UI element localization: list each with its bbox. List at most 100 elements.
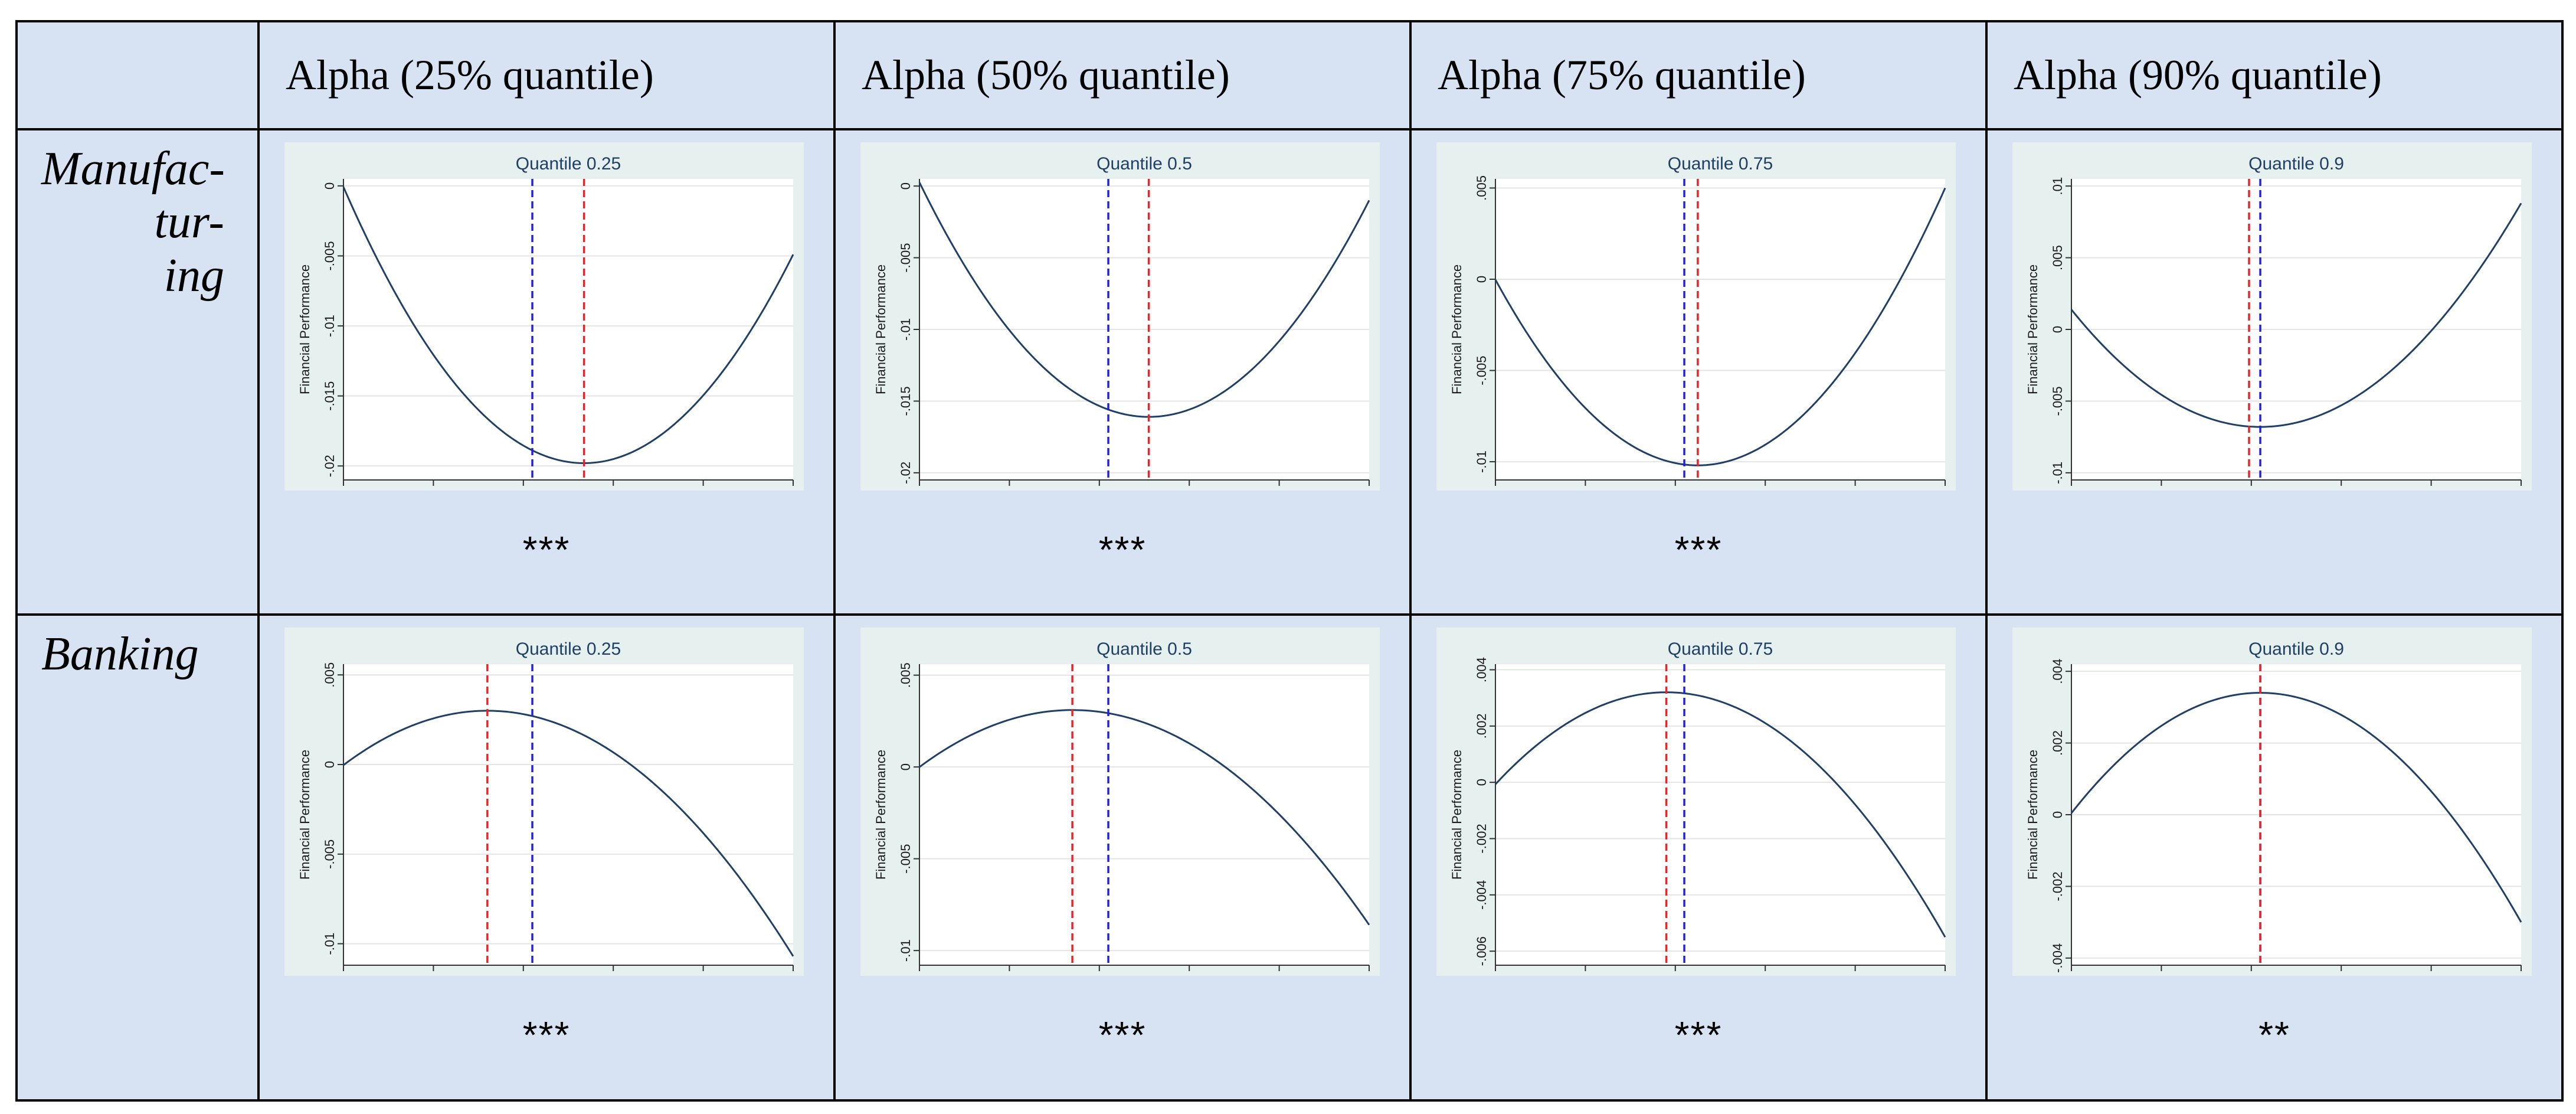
chart-title: Quantile 0.9 [2248, 639, 2344, 659]
fitted-curve [2070, 692, 2522, 923]
y-axis-label: Financial Performance [1449, 750, 1464, 880]
row-label-line: Manufac- [41, 143, 225, 195]
column-header: Alpha (90% quantile) [1985, 20, 2564, 130]
chart-cell: Quantile 0.25 0 -.005 -.01 -.015 -.02 Financia… [257, 128, 836, 616]
chart-title: Quantile 0.75 [1668, 639, 1773, 659]
fitted-curve [918, 182, 1370, 418]
y-tick-label: .005 [1474, 175, 1489, 201]
y-tick-label: .002 [1474, 713, 1489, 739]
row-header-banking: Banking [15, 613, 260, 1102]
y-axis-label: Financial Performance [297, 264, 312, 394]
y-tick-label: -.005 [898, 243, 913, 272]
significance-stars: *** [522, 528, 571, 571]
header-row: Alpha (25% quantile) Alpha (50% quantile… [15, 20, 2564, 130]
y-tick-label: .002 [2050, 730, 2065, 756]
fitted-curve [342, 187, 794, 465]
y-tick-label: .005 [2050, 245, 2065, 270]
fitted-curve [919, 709, 1370, 926]
y-tick-label: -.01 [1474, 450, 1489, 473]
y-axis-label: Financial Performance [2025, 750, 2040, 880]
y-tick-label: -.01 [322, 933, 337, 955]
chart-banking-q1: Quantile 0.5 .005 0 -.005 -.01 Financial Perf… [860, 628, 1380, 976]
plot-area [343, 664, 793, 965]
y-tick-label: 0 [898, 763, 913, 770]
chart-banking-q3: Quantile 0.9 .004 .002 0 -.002 -.004 Financial… [2012, 628, 2532, 976]
row-label-line: Banking [41, 628, 199, 680]
y-tick-label: 0 [2050, 811, 2065, 818]
chart-title: Quantile 0.25 [516, 154, 621, 174]
row-banking: Banking Quantile 0.25 .005 0 -.005 -.01 Finan… [15, 613, 2564, 1102]
y-tick-label: -.02 [898, 462, 913, 484]
y-tick-label: -.01 [898, 318, 913, 341]
significance-stars: *** [1098, 1014, 1147, 1056]
fitted-curve [343, 710, 794, 957]
y-tick-label: -.01 [898, 939, 913, 962]
y-tick-label: -.004 [2050, 943, 2065, 973]
y-tick-label: 0 [898, 182, 913, 190]
column-header: Alpha (75% quantile) [1409, 20, 1988, 130]
y-tick-label: -.002 [2050, 871, 2065, 901]
row-header-manufacturing: Manufac- tur- ing [15, 128, 260, 616]
fitted-curve [1494, 187, 1946, 466]
chart-cell: Quantile 0.5 0 -.005 -.01 -.015 -.02 Financial… [833, 128, 1412, 616]
significance-stars: *** [1674, 1014, 1723, 1056]
y-tick-label: -.006 [1474, 936, 1489, 966]
chart-cell: Quantile 0.9 .01 .005 0 -.005 -.01 Financial P… [1985, 128, 2564, 616]
chart-cell: Quantile 0.25 .005 0 -.005 -.01 Financial Per… [257, 613, 836, 1102]
significance-stars: *** [522, 1014, 571, 1056]
y-axis-label: Financial Performance [873, 750, 888, 880]
chart-cell: Quantile 0.9 .004 .002 0 -.002 -.004 Financial… [1985, 613, 2564, 1102]
chart-banking-q0: Quantile 0.25 .005 0 -.005 -.01 Financial Per… [284, 628, 804, 976]
y-axis-label: Financial Performance [873, 264, 888, 394]
y-tick-label: 0 [1474, 779, 1489, 786]
chart-manufacturing-q0: Quantile 0.25 0 -.005 -.01 -.015 -.02 Financia… [284, 142, 804, 491]
column-header: Alpha (25% quantile) [257, 20, 836, 130]
y-tick-label: -.02 [322, 455, 337, 477]
chart-banking-q2: Quantile 0.75 .004 .002 0 -.002 -.004 -.006 Fin… [1436, 628, 1956, 976]
row-manufacturing: Manufac- tur- ing Quantile 0.25 0 -.005 -.0… [15, 128, 2564, 616]
y-tick-label: -.015 [322, 381, 337, 411]
y-tick-label: -.004 [1474, 880, 1489, 910]
plot-area [919, 664, 1369, 965]
y-tick-label: -.005 [2050, 386, 2065, 416]
column-header: Alpha (50% quantile) [833, 20, 1412, 130]
y-tick-label: -.005 [322, 839, 337, 869]
chart-cell: Quantile 0.75 .004 .002 0 -.002 -.004 -.006 Fin… [1409, 613, 1988, 1102]
chart-manufacturing-q1: Quantile 0.5 0 -.005 -.01 -.015 -.02 Financial… [860, 142, 1380, 491]
chart-title: Quantile 0.5 [1096, 154, 1192, 174]
y-axis-label: Financial Performance [2025, 264, 2040, 394]
plot-area [1495, 179, 1945, 480]
y-tick-label: .005 [898, 662, 913, 688]
row-label-line: tur- [154, 196, 224, 249]
y-tick-label: -.005 [1474, 355, 1489, 385]
y-axis-label: Financial Performance [1449, 264, 1464, 394]
chart-title: Quantile 0.25 [516, 639, 621, 659]
fitted-curve [1494, 691, 1946, 938]
significance-stars: ** [2258, 1014, 2290, 1056]
y-tick-label: .004 [1474, 657, 1489, 682]
corner-cell [15, 20, 260, 130]
y-axis-label: Financial Performance [297, 750, 312, 880]
y-tick-label: .01 [2050, 177, 2065, 195]
y-tick-label: -.01 [322, 315, 337, 337]
significance-stars: *** [1674, 528, 1723, 571]
plot-area [1495, 664, 1945, 965]
y-tick-label: -.015 [898, 386, 913, 416]
y-tick-label: -.005 [898, 844, 913, 874]
significance-stars: *** [1098, 528, 1147, 571]
y-tick-label: 0 [2050, 326, 2065, 333]
results-table: Alpha (25% quantile) Alpha (50% quantile… [15, 20, 2564, 1102]
chart-title: Quantile 0.5 [1096, 639, 1192, 659]
chart-title: Quantile 0.9 [2248, 154, 2344, 174]
y-tick-label: 0 [322, 761, 337, 768]
chart-cell: Quantile 0.5 .005 0 -.005 -.01 Financial Perf… [833, 613, 1412, 1102]
fitted-curve [2070, 202, 2522, 428]
chart-manufacturing-q2: Quantile 0.75 .005 0 -.005 -.01 Financial Per… [1436, 142, 1956, 491]
plot-area [343, 179, 793, 480]
y-tick-label: .004 [2050, 659, 2065, 684]
row-label-line: ing [163, 249, 224, 302]
y-tick-label: 0 [1474, 276, 1489, 283]
y-tick-label: -.002 [1474, 824, 1489, 853]
y-tick-label: -.01 [2050, 462, 2065, 484]
chart-manufacturing-q3: Quantile 0.9 .01 .005 0 -.005 -.01 Financial P… [2012, 142, 2532, 491]
